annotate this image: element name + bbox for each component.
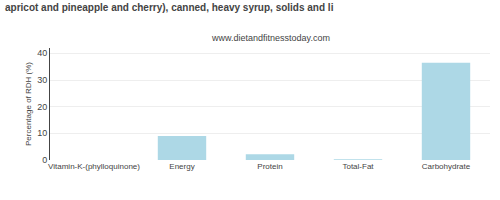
svg-text:Energy: Energy bbox=[169, 162, 194, 171]
svg-text:Carbohydrate: Carbohydrate bbox=[422, 162, 471, 171]
svg-text:Protein: Protein bbox=[257, 162, 282, 171]
svg-text:0: 0 bbox=[42, 155, 47, 165]
svg-text:20: 20 bbox=[37, 102, 47, 112]
svg-text:Total-Fat: Total-Fat bbox=[342, 162, 374, 171]
svg-text:10: 10 bbox=[37, 128, 47, 138]
svg-text:Percentage of RDH (%): Percentage of RDH (%) bbox=[24, 62, 33, 146]
svg-text:www.dietandfitnesstoday.com: www.dietandfitnesstoday.com bbox=[211, 33, 330, 43]
svg-text:40: 40 bbox=[37, 48, 47, 58]
svg-text:Vitamin-K-(phylloquinone): Vitamin-K-(phylloquinone) bbox=[48, 162, 140, 171]
svg-text:apricot and pineapple and cher: apricot and pineapple and cherry), canne… bbox=[5, 2, 334, 13]
svg-text:30: 30 bbox=[37, 75, 47, 85]
